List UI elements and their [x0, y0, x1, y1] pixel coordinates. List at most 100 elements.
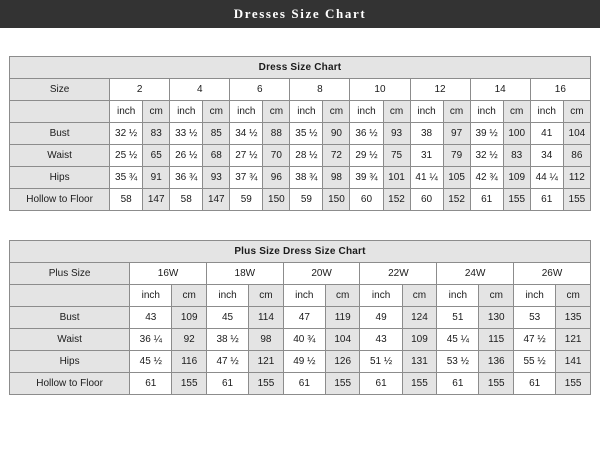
cell-cm: 121: [248, 350, 284, 373]
size-header-label: Size: [8, 78, 111, 101]
cell-inch: 44 ¼: [529, 166, 564, 189]
cell-cm: 98: [322, 166, 351, 189]
cell-cm: 150: [322, 188, 351, 211]
cell-inch: 25 ½: [109, 144, 144, 167]
cell-inch: 45: [205, 306, 250, 329]
table-row: Hollow to Floor 58 147 58 147 59 150 59 150 60 152…: [8, 188, 592, 211]
cell-cm: 79: [442, 144, 471, 167]
cell-inch: 40 ¾: [282, 328, 326, 351]
cell-cm: 116: [171, 350, 207, 373]
cell-inch: 60: [349, 188, 384, 211]
cell-inch: 38 ½: [205, 328, 250, 351]
cell-inch: 45 ¼: [436, 328, 480, 351]
unit-inch-8: inch: [289, 100, 324, 123]
cell-inch: 61: [513, 372, 557, 395]
unit-inch-4: inch: [169, 100, 204, 123]
unit-cm-24W: cm: [478, 284, 515, 307]
cell-cm: 68: [202, 144, 231, 167]
cell-inch: 61: [436, 372, 480, 395]
size-value-10: 10: [349, 78, 411, 101]
size-value-4: 4: [169, 78, 231, 101]
cell-cm: 130: [478, 306, 515, 329]
cell-inch: 38 ¾: [289, 166, 324, 189]
cell-inch: 28 ½: [289, 144, 324, 167]
cell-cm: 85: [202, 122, 231, 145]
cell-inch: 61: [529, 188, 564, 211]
cell-cm: 104: [562, 122, 592, 145]
cell-cm: 91: [142, 166, 171, 189]
cell-inch: 39 ¾: [349, 166, 384, 189]
unit-cm-26W: cm: [555, 284, 591, 307]
table-gap: [9, 211, 591, 240]
cell-cm: 155: [478, 372, 515, 395]
cell-cm: 109: [171, 306, 207, 329]
unit-inch-16W: inch: [129, 284, 173, 307]
cell-inch: 37 ¾: [229, 166, 264, 189]
size-header-row: Plus Size 16W 18W 20W 22W 24W 26W: [8, 262, 591, 285]
unit-cm-10: cm: [382, 100, 411, 123]
top-spacer: [9, 28, 591, 56]
cell-cm: 65: [142, 144, 171, 167]
table-row: Waist 25 ½ 65 26 ½ 68 27 ½ 70 28 ½ 72 29 ½ 75 31 79 3…: [8, 144, 592, 167]
cell-inch: 36 ¾: [169, 166, 204, 189]
cell-inch: 38: [409, 122, 444, 145]
cell-inch: 51 ½: [359, 350, 403, 373]
cell-cm: 150: [262, 188, 291, 211]
table-title: Plus Size Dress Size Chart: [9, 240, 591, 263]
cell-cm: 147: [202, 188, 231, 211]
cell-inch: 49: [359, 306, 403, 329]
cell-inch: 61: [129, 372, 173, 395]
cell-cm: 72: [322, 144, 351, 167]
cell-inch: 61: [205, 372, 250, 395]
unit-cm-16: cm: [562, 100, 592, 123]
cell-inch: 45 ½: [129, 350, 173, 373]
unit-inch-2: inch: [109, 100, 144, 123]
table-row: Hollow to Floor 61 155 61 155 61 155 61 155 61 155…: [8, 372, 591, 395]
banner-title: Dresses Size Chart: [233, 6, 367, 21]
cell-cm: 90: [322, 122, 351, 145]
cell-inch: 61: [282, 372, 326, 395]
cell-inch: 35 ¾: [109, 166, 144, 189]
cell-inch: 58: [169, 188, 204, 211]
cell-inch: 47: [282, 306, 326, 329]
row-label: Hollow to Floor: [8, 188, 111, 211]
cell-inch: 33 ½: [169, 122, 204, 145]
unit-inch-6: inch: [229, 100, 264, 123]
cell-cm: 155: [401, 372, 438, 395]
row-label: Bust: [8, 306, 131, 329]
page-banner: Dresses Size Chart: [0, 0, 600, 28]
table-row: Waist 36 ¼ 92 38 ½ 98 40 ¾ 104 43 109 45 ¼ 115 47 ½…: [8, 328, 591, 351]
cell-inch: 32 ½: [109, 122, 144, 145]
table-title: Dress Size Chart: [9, 56, 591, 79]
cell-inch: 29 ½: [349, 144, 384, 167]
row-label: Waist: [8, 328, 131, 351]
unit-inch-12: inch: [409, 100, 444, 123]
size-value-12: 12: [409, 78, 471, 101]
cell-cm: 114: [248, 306, 284, 329]
size-value-8: 8: [289, 78, 351, 101]
size-value-16: 16: [529, 78, 592, 101]
size-value-18W: 18W: [205, 262, 284, 285]
cell-inch: 34: [529, 144, 564, 167]
size-value-14: 14: [469, 78, 531, 101]
cell-cm: 93: [202, 166, 231, 189]
cell-inch: 43: [359, 328, 403, 351]
unit-row-blank: [8, 100, 111, 123]
unit-inch-10: inch: [349, 100, 384, 123]
unit-row-blank: [8, 284, 131, 307]
size-value-22W: 22W: [359, 262, 438, 285]
unit-inch-26W: inch: [513, 284, 557, 307]
cell-cm: 96: [262, 166, 291, 189]
cell-cm: 155: [562, 188, 592, 211]
cell-inch: 61: [469, 188, 504, 211]
unit-cm-4: cm: [202, 100, 231, 123]
cell-cm: 86: [562, 144, 592, 167]
cell-inch: 35 ½: [289, 122, 324, 145]
cell-cm: 101: [382, 166, 411, 189]
cell-inch: 36 ¼: [129, 328, 173, 351]
unit-cm-20W: cm: [324, 284, 361, 307]
unit-inch-16: inch: [529, 100, 564, 123]
tables-container: Dress Size Chart Size 2 4 6 8 10 12 14 16 inch cm in…: [8, 56, 592, 395]
cell-cm: 98: [248, 328, 284, 351]
